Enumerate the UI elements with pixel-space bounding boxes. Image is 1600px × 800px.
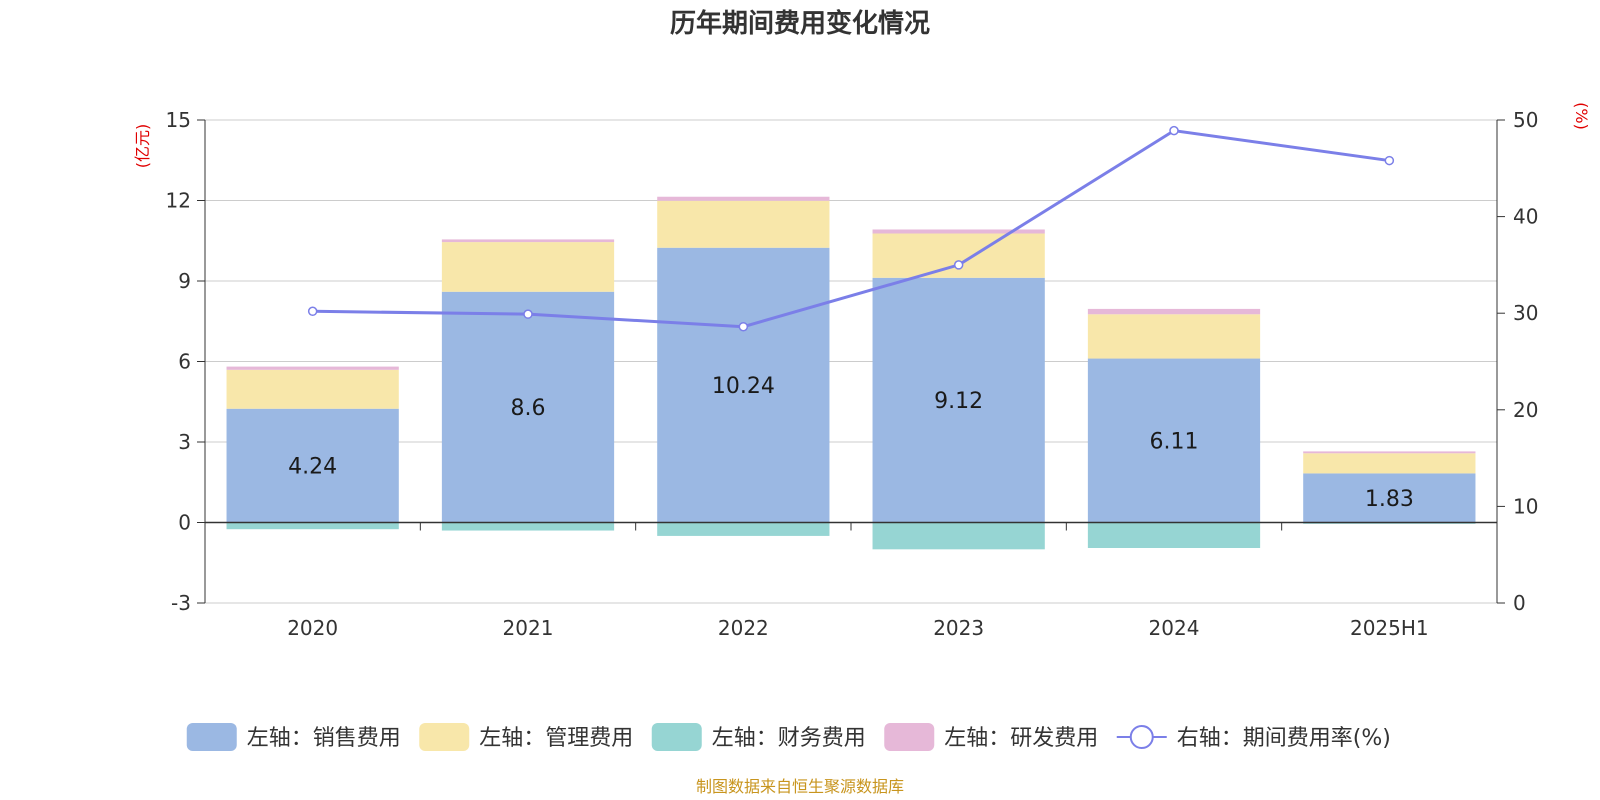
rate-line-series [307, 125, 1395, 332]
bar-segment [226, 366, 399, 370]
legend-label: 左轴：管理费用 [479, 726, 633, 751]
gridlines [205, 119, 1497, 604]
bar-segment [657, 200, 830, 248]
left-axis-tick-label: 3 [178, 430, 191, 454]
legend-label: 右轴：期间费用率(%) [1177, 726, 1391, 751]
bar-data-label: 1.83 [1365, 487, 1414, 512]
legend-label: 左轴：销售费用 [247, 726, 401, 751]
right-axis-tick-label: 0 [1513, 591, 1526, 615]
bar-data-label: 4.24 [288, 455, 337, 480]
x-axis-tick-label: 2020 [287, 616, 338, 640]
bar-segment [657, 196, 830, 201]
data-source-note: 制图数据来自恒生聚源数据库 [696, 777, 904, 796]
bar-segment [657, 522, 830, 536]
legend-item: 右轴：期间费用率(%) [1116, 725, 1391, 751]
rate-point [1169, 125, 1179, 136]
bar-data-label: 9.12 [934, 389, 983, 414]
bar-segment [441, 522, 615, 531]
x-axis-tick-label: 2022 [718, 616, 769, 640]
bar-segment [226, 522, 399, 530]
rate-point [307, 306, 318, 317]
x-axis-tick-label: 2024 [1149, 616, 1200, 640]
right-axis-tick-label: 20 [1513, 398, 1538, 422]
bar-segment [872, 233, 1045, 278]
x-axis-tick-label: 2025H1 [1350, 616, 1429, 640]
rate-point [738, 321, 749, 332]
left-axis-tick-label: 12 [166, 189, 191, 213]
x-axis-tick-label: 2023 [933, 616, 984, 640]
right-axis-unit: (%) [1572, 102, 1591, 130]
legend-swatch [884, 723, 935, 751]
legend-swatch [419, 723, 470, 751]
bar-data-label: 6.11 [1150, 430, 1199, 455]
legend-swatch [186, 723, 237, 751]
left-axis-tick-label: 15 [166, 108, 191, 132]
bar-labels: 4.24 8.6 10.24 9.12 6.11 1.83 [288, 374, 1414, 512]
bar-segment [657, 247, 830, 523]
bar-segment [1087, 314, 1261, 359]
bar-segment [441, 291, 615, 523]
bar-segment [1303, 453, 1476, 474]
legend-item: 左轴：销售费用 [186, 723, 401, 751]
legend-item: 左轴：财务费用 [651, 723, 866, 751]
left-axis-tick-label: -3 [171, 591, 191, 615]
legend-label: 左轴：财务费用 [712, 726, 866, 751]
bar-segment [872, 229, 1045, 234]
bar-segment [1087, 358, 1261, 523]
rate-point [523, 309, 533, 319]
chart-title: 历年期间费用变化情况 [670, 8, 930, 39]
rate-point [1384, 155, 1395, 166]
right-axis-tick-label: 10 [1513, 494, 1538, 518]
bar-data-label: 8.6 [511, 396, 546, 421]
right-axis-tick-label: 50 [1513, 108, 1538, 132]
bar-segment [872, 522, 1045, 550]
bar-segment [226, 369, 399, 409]
legend-item: 左轴：管理费用 [419, 723, 633, 751]
legend: 左轴：销售费用 左轴：管理费用 左轴：财务费用 左轴：研发费用 右轴：期间费用率(%) [186, 723, 1391, 751]
x-axis-tick-label: 2021 [503, 616, 554, 640]
rate-point [953, 260, 964, 270]
rate-line [312, 129, 1390, 329]
bar-segment [1303, 451, 1476, 454]
bar-segment [441, 239, 615, 243]
left-axis-tick-label: 0 [178, 511, 191, 535]
bar-segment [226, 408, 399, 523]
left-axis-unit: (亿元) [133, 124, 152, 169]
left-axis-tick-label: 6 [178, 350, 191, 374]
axes: -3 0 3 6 9 12 15 0 10 20 30 40 50 2020 2021 2022 2023 202… [133, 102, 1591, 640]
bar-segment [1087, 522, 1261, 548]
right-axis-tick-label: 40 [1513, 205, 1538, 229]
right-axis-tick-label: 30 [1513, 301, 1538, 325]
legend-swatch [651, 723, 702, 751]
bar-segment [441, 242, 615, 292]
legend-item: 左轴：研发费用 [884, 723, 1098, 751]
legend-label: 左轴：研发费用 [944, 726, 1098, 751]
bar-segment [872, 277, 1045, 523]
legend-line-marker [1129, 725, 1154, 749]
bar-segment [1087, 308, 1261, 315]
bar-segment [1303, 473, 1476, 523]
bar-data-label: 10.24 [712, 374, 775, 399]
bar-series [226, 196, 1476, 550]
left-axis-tick-label: 9 [178, 269, 191, 293]
